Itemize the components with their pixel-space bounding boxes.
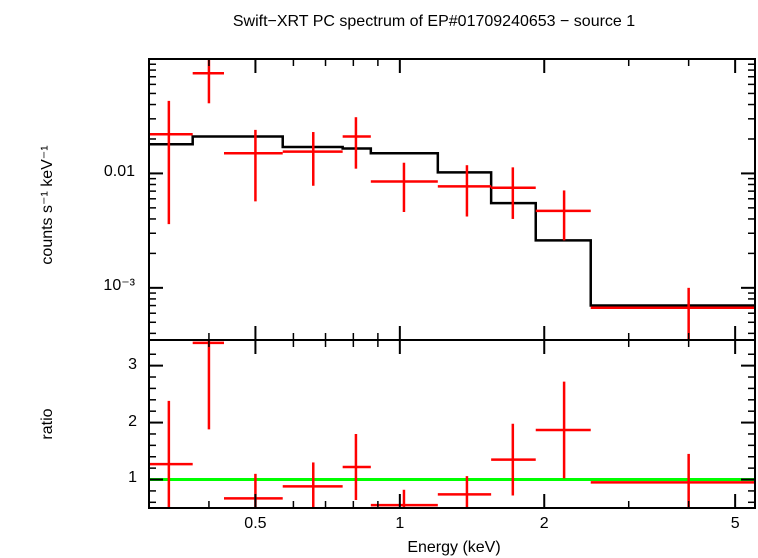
spectrum-data-point (342, 117, 371, 169)
ytick-label-0.01: 0.01 (104, 163, 135, 180)
xtick-label-0.5: 0.5 (244, 515, 266, 532)
spectrum-data-point (370, 162, 438, 213)
ratio-axes-frame (148, 339, 756, 509)
ratio-data-point (192, 340, 225, 430)
xtick-label-5: 5 (731, 515, 740, 532)
ratio-ytick-label-1: 1 (128, 469, 137, 486)
spectrum-panel: 0.01 10⁻³ counts s⁻¹ keV⁻¹ (39, 58, 756, 341)
ytick-label-1e-3: 10⁻³ (103, 277, 135, 294)
spectrum-data-point (192, 59, 225, 104)
ratio-data-point (437, 476, 492, 508)
spectrum-data-point (224, 129, 283, 202)
ratio-ytick-label-2: 2 (128, 413, 137, 430)
spectrum-data-point (491, 167, 536, 219)
spectrum-data-point (149, 100, 193, 225)
spectrum-axes-frame (148, 58, 756, 341)
spectrum-ticks (148, 59, 755, 340)
ratio-data-point (282, 462, 343, 508)
ratio-data-point (149, 400, 193, 508)
spectrum-data-layer (149, 59, 755, 340)
ratio-data-layer (149, 340, 755, 508)
ratio-panel: 3 2 1 ratio (39, 339, 756, 509)
xtick-label-1: 1 (395, 515, 404, 532)
x-axis-label: Energy (keV) (407, 539, 500, 556)
ratio-data-point (370, 489, 438, 508)
ratio-ticks (148, 340, 755, 508)
xtick-label-2: 2 (540, 515, 549, 532)
ratio-data-point (491, 423, 536, 496)
ratio-data-point (342, 433, 371, 501)
spectrum-data-point (437, 165, 492, 217)
model-step-line (149, 135, 755, 307)
spectrum-y-axis-label: counts s⁻¹ keV⁻¹ (39, 145, 56, 264)
ratio-data-point (535, 381, 591, 479)
spectrum-data-point (590, 287, 755, 340)
spectrum-data-point (535, 190, 591, 241)
ratio-y-axis-label: ratio (39, 408, 56, 439)
ratio-ytick-label-3: 3 (128, 356, 137, 373)
ratio-data-point (590, 453, 755, 508)
chart-title: Swift−XRT PC spectrum of EP#01709240653 … (233, 13, 635, 30)
spectrum-data-point (282, 132, 343, 186)
